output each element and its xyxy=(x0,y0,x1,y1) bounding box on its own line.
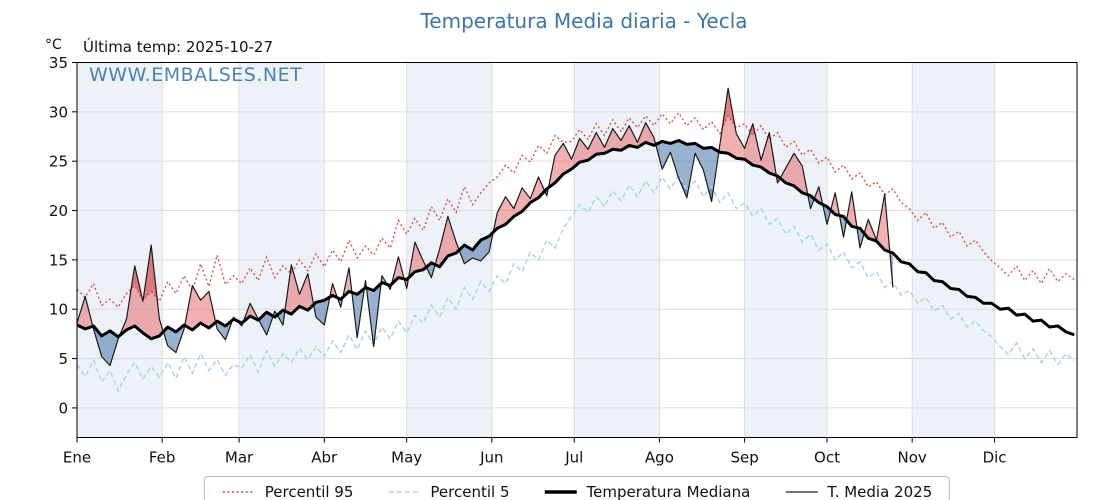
plot-border xyxy=(76,62,1078,438)
percentil-5-line xyxy=(76,173,1075,393)
y-tick-label: 5 xyxy=(58,350,68,368)
legend-item-t-media-2025: T. Media 2025 xyxy=(784,483,932,500)
y-tick-label: 35 xyxy=(49,54,68,72)
x-tick-label: Feb xyxy=(149,449,176,467)
y-tick-label: 20 xyxy=(49,202,68,220)
y-tick-label: 15 xyxy=(49,251,68,269)
legend-line-swatch xyxy=(544,490,577,494)
legend-item-temperatura-mediana: Temperatura Mediana xyxy=(543,483,750,500)
legend-item-percentil-95: Percentil 95 xyxy=(222,483,354,500)
x-tick-label: Mar xyxy=(225,449,254,467)
legend-line-swatch xyxy=(785,491,818,493)
legend-line-swatch xyxy=(388,491,421,493)
mediana-line xyxy=(76,139,1075,341)
y-tick-label: 30 xyxy=(49,103,68,121)
x-tick-label: Dic xyxy=(983,449,1007,467)
month-band xyxy=(744,62,827,438)
month-band xyxy=(574,62,660,438)
fill-below-median xyxy=(92,140,893,366)
x-tick-label: Ene xyxy=(63,449,91,467)
page-title: Temperatura Media diaria - Yecla xyxy=(420,9,748,33)
legend-line-swatch xyxy=(222,491,255,493)
watermark: WWW.EMBALSES.NET xyxy=(89,64,303,86)
x-tick-label: Abr xyxy=(311,449,338,467)
legend-label: Percentil 95 xyxy=(264,483,354,500)
month-band xyxy=(77,62,163,438)
x-tick-label: Jul xyxy=(564,449,583,467)
legend-label: Temperatura Mediana xyxy=(586,483,751,500)
x-tick-label: Jun xyxy=(479,449,503,467)
x-tick-label: May xyxy=(391,449,422,467)
last-temp-label: Última temp: 2025-10-27 xyxy=(83,38,274,56)
legend: Percentil 95 Percentil 5 Temperatura Media… xyxy=(203,476,951,500)
y-tick-label: 10 xyxy=(49,301,68,319)
y-axis-unit-label: °C xyxy=(45,37,62,53)
x-tick-label: Ago xyxy=(645,449,674,467)
x-tick-label: Oct xyxy=(814,449,840,467)
legend-item-percentil-5: Percentil 5 xyxy=(387,483,509,500)
x-tick-label: Sep xyxy=(730,449,758,467)
percentil-95-line xyxy=(76,111,1075,309)
y-tick-label: 25 xyxy=(49,153,68,171)
month-band xyxy=(239,62,325,438)
y-tick-label: 0 xyxy=(58,399,68,417)
month-band xyxy=(912,62,995,438)
legend-label: T. Media 2025 xyxy=(827,483,933,500)
t-media-2025-line xyxy=(76,87,894,367)
legend-label: Percentil 5 xyxy=(430,483,510,500)
x-tick-label: Nov xyxy=(898,449,927,467)
